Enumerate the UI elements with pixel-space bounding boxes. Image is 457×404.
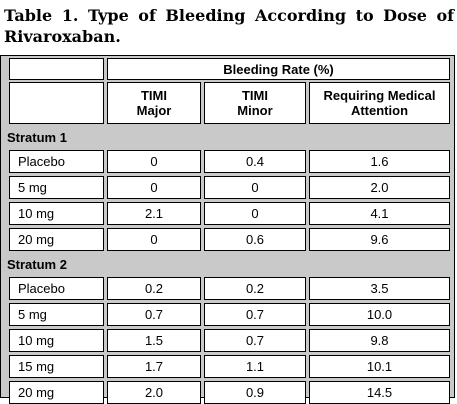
medical-attention-cell: 14.5 [309,381,450,404]
timi-minor-cell: 0.7 [204,303,306,326]
timi-major-cell: 2.0 [107,381,201,404]
timi-major-cell: 0 [107,228,201,251]
timi-major-cell: 0.2 [107,277,201,300]
timi-major-cell: 0.7 [107,303,201,326]
medical-attention-cell: 2.0 [309,176,450,199]
timi-major-cell: 0 [107,176,201,199]
dose-cell: 5 mg [9,303,104,326]
dose-cell: 20 mg [9,228,104,251]
timi-major-cell: 1.5 [107,329,201,352]
stratum-label: Stratum 1 [7,130,67,145]
timi-minor-cell: 0.9 [204,381,306,404]
dose-cell: 10 mg [9,329,104,352]
stratum-label: Stratum 2 [7,257,67,272]
medical-attention-cell: 9.6 [309,228,450,251]
timi-minor-cell: 0 [204,176,306,199]
bleeding-table: Bleeding Rate (%) TIMI Major TIMI Minor Requi… [0,55,455,404]
table-caption: Table 1. Type of Bleeding According to D… [4,6,454,46]
timi-minor-cell: 0.2 [204,277,306,300]
timi-minor-cell: 0.4 [204,150,306,173]
medical-attention-cell: 10.1 [309,355,450,378]
header-blank-cell [9,58,104,80]
header-blank-cell [9,82,104,124]
header-medical-attention: Requiring Medical Attention [309,82,450,124]
dose-cell: Placebo [9,277,104,300]
timi-minor-cell: 0.7 [204,329,306,352]
medical-attention-cell: 4.1 [309,202,450,225]
timi-minor-cell: 1.1 [204,355,306,378]
dose-cell: Placebo [9,150,104,173]
dose-cell: 20 mg [9,381,104,404]
timi-major-cell: 2.1 [107,202,201,225]
timi-minor-cell: 0.6 [204,228,306,251]
medical-attention-cell: 3.5 [309,277,450,300]
dose-cell: 5 mg [9,176,104,199]
timi-major-cell: 1.7 [107,355,201,378]
medical-attention-cell: 9.8 [309,329,450,352]
medical-attention-cell: 1.6 [309,150,450,173]
medical-attention-cell: 10.0 [309,303,450,326]
header-timi-major: TIMI Major [107,82,201,124]
dose-cell: 10 mg [9,202,104,225]
header-timi-minor: TIMI Minor [204,82,306,124]
header-group-cell: Bleeding Rate (%) [107,58,450,80]
dose-cell: 15 mg [9,355,104,378]
timi-minor-cell: 0 [204,202,306,225]
timi-major-cell: 0 [107,150,201,173]
